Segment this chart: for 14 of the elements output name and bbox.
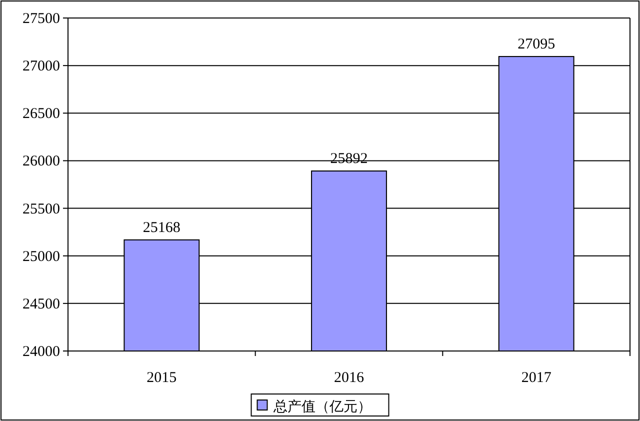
x-tick-label: 2016 <box>334 370 364 386</box>
data-label: 27095 <box>518 36 556 53</box>
data-label: 25168 <box>142 220 180 236</box>
y-tick-label: 24000 <box>22 344 60 360</box>
y-tick-label: 27000 <box>22 58 60 75</box>
y-tick-label: 25000 <box>22 248 60 265</box>
y-tick-label: 26000 <box>22 154 60 170</box>
x-tick-label: 2015 <box>146 370 177 386</box>
y-tick-label: 26500 <box>22 106 60 122</box>
y-tick-label: 25500 <box>22 201 60 218</box>
y-tick-label: 27500 <box>22 11 60 27</box>
y-tick-label: 24500 <box>22 296 60 312</box>
legend-label: 总产值（亿元） <box>272 399 372 415</box>
x-tick-label: 2017 <box>521 370 552 386</box>
